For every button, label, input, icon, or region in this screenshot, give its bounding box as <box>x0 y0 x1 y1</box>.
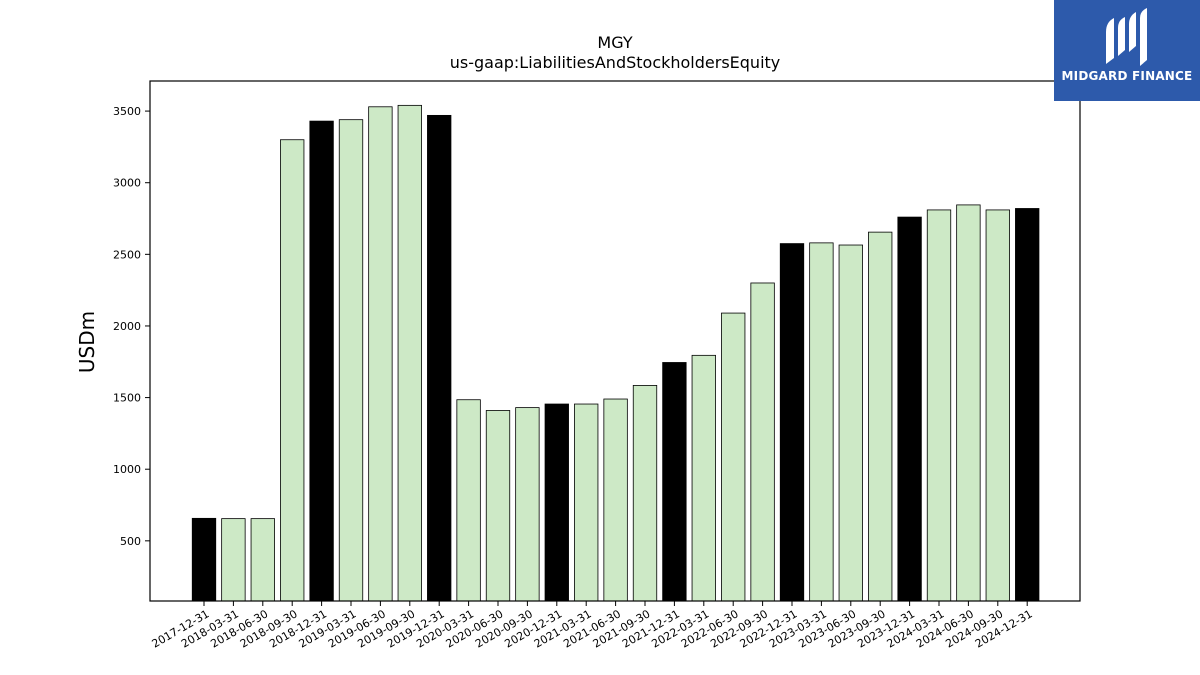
bar-2021-09-30 <box>632 385 658 602</box>
bar-2024-03-31 <box>926 209 952 602</box>
bar-2020-12-31 <box>544 403 569 602</box>
bars-group <box>191 104 1040 602</box>
bar-2019-06-30 <box>368 106 393 602</box>
bar-2018-12-31 <box>309 120 334 602</box>
plot-area-frame <box>149 80 1081 602</box>
bar-2023-06-30 <box>838 244 863 602</box>
y-tick-label: 1500 <box>113 392 141 405</box>
chart-title: MGY <box>597 33 632 52</box>
bar-2018-09-30 <box>280 139 305 602</box>
y-tick-label: 3000 <box>113 177 141 190</box>
bar-2022-06-30 <box>721 312 746 602</box>
bar-2023-03-31 <box>809 242 834 602</box>
bar-2021-12-31 <box>662 362 687 602</box>
bar-2020-09-30 <box>515 407 540 602</box>
chart-subtitle: us-gaap:LiabilitiesAndStockholdersEquity <box>450 53 781 72</box>
y-axis-label: USDm <box>75 311 99 373</box>
bar-2019-12-31 <box>427 114 452 602</box>
bar-2019-03-31 <box>338 119 364 602</box>
bar-2021-06-30 <box>603 398 628 602</box>
bar-2020-06-30 <box>485 410 511 602</box>
y-tick-label: 500 <box>120 535 141 548</box>
bar-2022-09-30 <box>750 282 775 602</box>
x-axis-ticks: 2017-12-312018-03-312018-06-302018-09-30… <box>150 601 1035 651</box>
bar-2018-06-30 <box>250 518 275 602</box>
midgard-finance-logo: MIDGARD FINANCE <box>1054 0 1200 101</box>
bar-2020-03-31 <box>456 399 481 602</box>
bar-2021-03-31 <box>574 403 599 602</box>
y-tick-label: 1000 <box>113 463 141 476</box>
logo-text: MIDGARD FINANCE <box>1061 69 1193 83</box>
y-tick-label: 2500 <box>113 248 141 261</box>
bar-2022-03-31 <box>691 354 716 602</box>
y-axis-ticks: 500 1000 1500 2000 2500 3000 3500 <box>113 105 150 548</box>
bar-2017-12-31 <box>191 517 217 602</box>
y-tick-label: 2000 <box>113 320 141 333</box>
bar-2024-12-31 <box>1015 208 1040 602</box>
bar-2019-09-30 <box>397 104 422 602</box>
bar-2018-03-31 <box>221 518 246 602</box>
bar-2024-09-30 <box>985 209 1010 602</box>
bar-2024-06-30 <box>956 204 981 602</box>
bar-2023-12-31 <box>897 216 922 602</box>
logo-mark-icon <box>1106 8 1147 66</box>
y-tick-label: 3500 <box>113 105 141 118</box>
bar-2022-12-31 <box>779 243 805 602</box>
bar-2023-09-30 <box>868 231 893 602</box>
